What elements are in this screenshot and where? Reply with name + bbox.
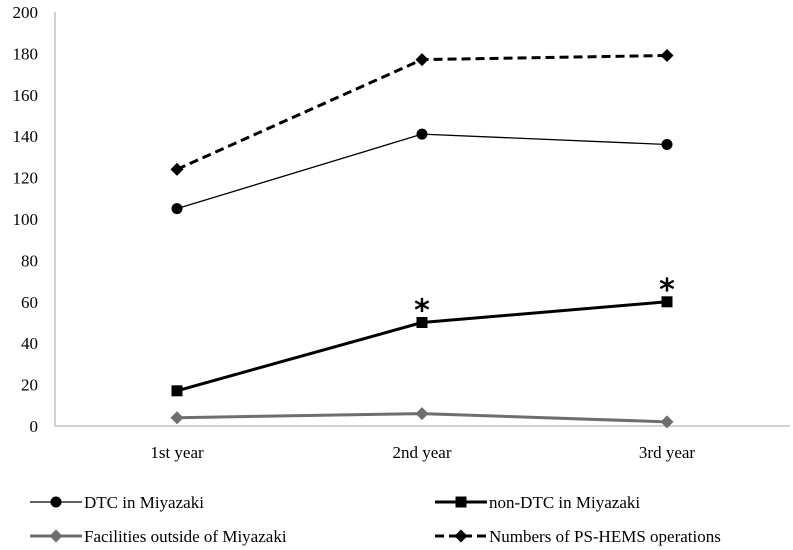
y-tick-label: 80 [21,251,38,270]
y-tick-label: 160 [13,86,39,105]
x-tick-label: 3rd year [639,443,696,462]
legend-marker [454,529,468,543]
data-point [660,415,674,429]
data-point [171,385,183,397]
y-tick-label: 40 [21,334,38,353]
legend-item: Numbers of PS-HEMS operations [435,527,721,546]
x-tick-label: 2nd year [392,443,451,462]
series-line [176,133,668,210]
y-tick-label: 120 [13,169,39,188]
y-tick-label: 200 [13,3,39,22]
x-tick-label: 1st year [150,443,204,462]
data-point [416,317,428,328]
y-tick-label: 180 [13,44,39,63]
legend-label: DTC in Miyazaki [84,493,204,512]
legend-label: Numbers of PS-HEMS operations [489,527,721,546]
series-line [176,53,668,171]
data-point [170,411,184,425]
legend-label: Facilities outside of Miyazaki [84,527,287,546]
legend-marker [455,496,467,508]
legend: DTC in Miyazaki non-DTC in Miyazaki Facili… [30,493,721,546]
legend-marker [50,496,62,508]
significance-marker: * [414,294,430,329]
y-axis: 0 20 40 60 80 100 120 140 160 180 200 [13,3,56,436]
y-tick-label: 0 [30,417,39,436]
legend-item: DTC in Miyazaki [30,493,204,512]
x-axis: 1st year 2nd year 3rd year [55,425,790,462]
series-lines [170,48,674,429]
legend-item: Facilities outside of Miyazaki [30,527,287,546]
data-point [171,203,183,215]
data-point [661,296,673,308]
y-tick-label: 100 [13,210,39,229]
y-tick-label: 60 [21,293,38,312]
data-point [660,48,674,62]
annotations: ** [414,273,675,329]
data-point [415,407,429,421]
legend-item: non-DTC in Miyazaki [435,493,640,512]
y-tick-label: 140 [13,127,39,146]
data-point [661,138,673,150]
data-point [416,128,428,140]
y-tick-label: 20 [21,376,38,395]
legend-marker [49,529,63,543]
data-point [415,53,429,67]
data-point [170,162,184,176]
significance-marker: * [659,273,675,308]
legend-label: non-DTC in Miyazaki [489,493,640,512]
